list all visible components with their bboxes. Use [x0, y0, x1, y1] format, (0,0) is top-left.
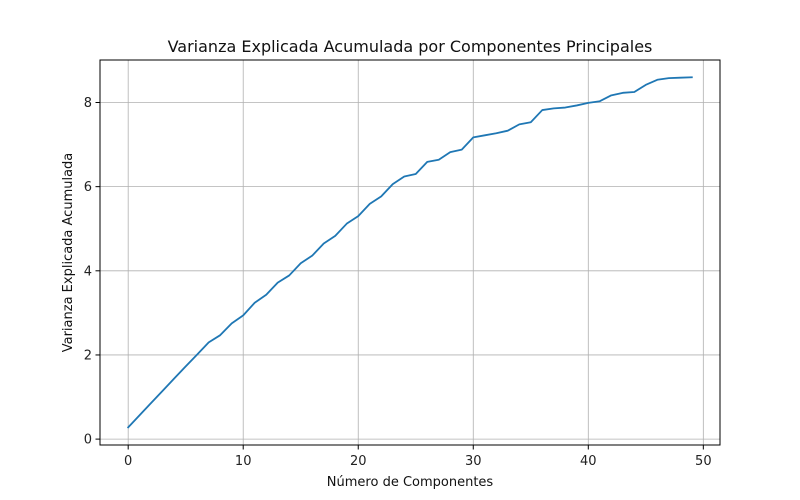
x-tick-label: 30	[465, 454, 482, 469]
x-axis-ticks: 0 10 20 30 40 50	[124, 445, 712, 469]
y-tick-label: 2	[84, 348, 92, 363]
x-tick-label: 0	[124, 454, 132, 469]
series-group	[126, 76, 693, 429]
y-axis-ticks: 0 2 4 6 8	[84, 96, 100, 448]
y-tick-label: 6	[84, 180, 92, 195]
y-tick-label: 4	[84, 264, 92, 279]
x-tick-label: 50	[695, 454, 712, 469]
x-tick-label: 10	[235, 454, 252, 469]
grid	[100, 60, 720, 445]
y-tick-label: 8	[84, 96, 92, 111]
plot-frame	[99, 59, 721, 446]
chart-title: Varianza Explicada Acumulada por Compone…	[168, 37, 653, 56]
series-line	[126, 76, 693, 429]
y-tick-label: 0	[84, 433, 92, 448]
x-tick-label: 20	[350, 454, 367, 469]
x-tick-label: 40	[580, 454, 597, 469]
y-axis-title: Varianza Explicada Acumulada	[61, 153, 76, 353]
x-axis-title: Número de Componentes	[327, 475, 494, 490]
axis-frame	[99, 59, 721, 446]
